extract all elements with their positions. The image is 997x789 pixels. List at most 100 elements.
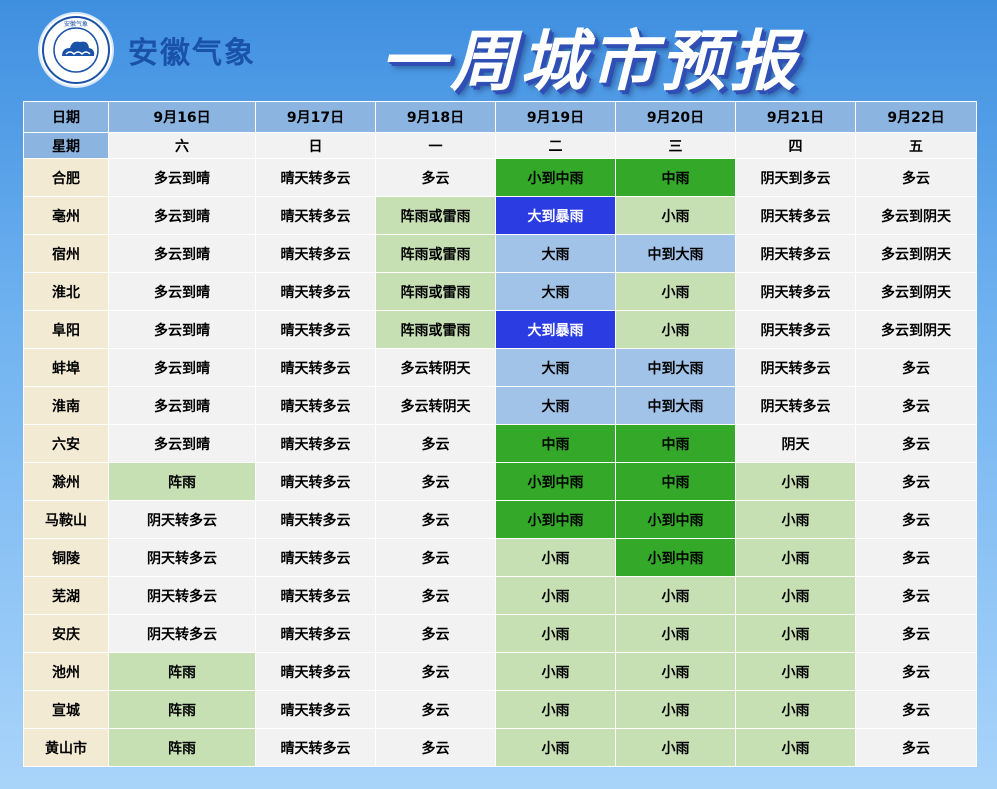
forecast-cell: 多云 bbox=[855, 614, 977, 653]
forecast-cell: 多云 bbox=[375, 158, 496, 197]
table-row: 阜阳 多云到晴 晴天转多云 阵雨或雷雨 大到暴雨 小雨 阴天转多云 多云到阴天 bbox=[23, 310, 977, 349]
forecast-cell: 多云 bbox=[855, 348, 977, 387]
forecast-cell: 小到中雨 bbox=[495, 158, 616, 197]
forecast-cell: 多云到阴天 bbox=[855, 310, 977, 349]
forecast-cell: 多云 bbox=[855, 652, 977, 691]
forecast-cell: 小雨 bbox=[615, 728, 736, 767]
forecast-cell: 小雨 bbox=[615, 196, 736, 235]
table-row: 安庆 阴天转多云 晴天转多云 多云 小雨 小雨 小雨 多云 bbox=[23, 614, 977, 653]
header: 安徽气象 安徽气象 一周城市预报 bbox=[0, 0, 997, 100]
forecast-cell: 阴天转多云 bbox=[735, 310, 856, 349]
forecast-cell: 小雨 bbox=[495, 690, 616, 729]
city-name: 滁州 bbox=[23, 462, 109, 501]
forecast-cell: 小雨 bbox=[735, 538, 856, 577]
table-row: 宣城 阵雨 晴天转多云 多云 小雨 小雨 小雨 多云 bbox=[23, 690, 977, 729]
weekday-cell: 六 bbox=[108, 132, 256, 159]
forecast-cell: 晴天转多云 bbox=[255, 234, 376, 273]
forecast-cell: 小雨 bbox=[615, 576, 736, 615]
forecast-cell: 中雨 bbox=[615, 424, 736, 463]
forecast-cell: 小雨 bbox=[735, 652, 856, 691]
forecast-cell: 多云到晴 bbox=[108, 196, 256, 235]
forecast-cell: 阵雨 bbox=[108, 462, 256, 501]
city-name: 安庆 bbox=[23, 614, 109, 653]
forecast-cell: 阴天到多云 bbox=[735, 158, 856, 197]
forecast-cell: 小雨 bbox=[495, 652, 616, 691]
forecast-cell: 小雨 bbox=[615, 310, 736, 349]
city-name: 宣城 bbox=[23, 690, 109, 729]
table-row: 淮南 多云到晴 晴天转多云 多云转阴天 大雨 中到大雨 阴天转多云 多云 bbox=[23, 386, 977, 425]
forecast-cell: 中雨 bbox=[615, 462, 736, 501]
table-row: 黄山市 阵雨 晴天转多云 多云 小雨 小雨 小雨 多云 bbox=[23, 728, 977, 767]
forecast-cell: 小雨 bbox=[735, 462, 856, 501]
forecast-cell: 晴天转多云 bbox=[255, 728, 376, 767]
forecast-cell: 小雨 bbox=[615, 690, 736, 729]
forecast-cell: 小雨 bbox=[495, 538, 616, 577]
city-name: 宿州 bbox=[23, 234, 109, 273]
city-name: 芜湖 bbox=[23, 576, 109, 615]
forecast-cell: 多云 bbox=[855, 576, 977, 615]
date-cell: 9月20日 bbox=[615, 101, 736, 133]
forecast-cell: 晴天转多云 bbox=[255, 424, 376, 463]
city-name: 黄山市 bbox=[23, 728, 109, 767]
forecast-cell: 阴天转多云 bbox=[735, 272, 856, 311]
city-name: 淮北 bbox=[23, 272, 109, 311]
forecast-cell: 小到中雨 bbox=[615, 538, 736, 577]
city-name: 铜陵 bbox=[23, 538, 109, 577]
forecast-cell: 阴天转多云 bbox=[108, 614, 256, 653]
table-row: 亳州 多云到晴 晴天转多云 阵雨或雷雨 大到暴雨 小雨 阴天转多云 多云到阴天 bbox=[23, 196, 977, 235]
table-row: 池州 阵雨 晴天转多云 多云 小雨 小雨 小雨 多云 bbox=[23, 652, 977, 691]
weekday-cell: 二 bbox=[495, 132, 616, 159]
forecast-cell: 多云到阴天 bbox=[855, 234, 977, 273]
forecast-cell: 多云到晴 bbox=[108, 234, 256, 273]
forecast-cell: 多云到阴天 bbox=[855, 272, 977, 311]
weekday-cell: 一 bbox=[375, 132, 496, 159]
forecast-cell: 晴天转多云 bbox=[255, 538, 376, 577]
date-cell: 9月19日 bbox=[495, 101, 616, 133]
forecast-cell: 阵雨或雷雨 bbox=[375, 196, 496, 235]
forecast-cell: 大雨 bbox=[495, 272, 616, 311]
forecast-cell: 阴天转多云 bbox=[735, 234, 856, 273]
forecast-cell: 小雨 bbox=[735, 614, 856, 653]
forecast-cell: 小雨 bbox=[735, 576, 856, 615]
city-name: 蚌埠 bbox=[23, 348, 109, 387]
forecast-cell: 大雨 bbox=[495, 234, 616, 273]
forecast-cell: 多云 bbox=[375, 576, 496, 615]
forecast-cell: 小雨 bbox=[495, 614, 616, 653]
forecast-cell: 阵雨或雷雨 bbox=[375, 272, 496, 311]
forecast-cell: 晴天转多云 bbox=[255, 462, 376, 501]
forecast-cell: 晴天转多云 bbox=[255, 576, 376, 615]
forecast-cell: 多云转阴天 bbox=[375, 386, 496, 425]
forecast-cell: 多云到阴天 bbox=[855, 196, 977, 235]
forecast-cell: 多云到晴 bbox=[108, 386, 256, 425]
forecast-cell: 中到大雨 bbox=[615, 386, 736, 425]
forecast-cell: 大到暴雨 bbox=[495, 310, 616, 349]
city-name: 合肥 bbox=[23, 158, 109, 197]
weekday-cell: 日 bbox=[255, 132, 376, 159]
forecast-cell: 多云 bbox=[375, 728, 496, 767]
forecast-cell: 晴天转多云 bbox=[255, 272, 376, 311]
forecast-cell: 晴天转多云 bbox=[255, 614, 376, 653]
table-row: 马鞍山 阴天转多云 晴天转多云 多云 小到中雨 小到中雨 小雨 多云 bbox=[23, 500, 977, 539]
forecast-cell: 多云 bbox=[855, 462, 977, 501]
forecast-cell: 阵雨 bbox=[108, 652, 256, 691]
date-cell: 9月21日 bbox=[735, 101, 856, 133]
city-name: 池州 bbox=[23, 652, 109, 691]
forecast-cell: 小雨 bbox=[615, 614, 736, 653]
weekday-header: 星期 bbox=[23, 132, 109, 159]
table-row: 铜陵 阴天转多云 晴天转多云 多云 小雨 小到中雨 小雨 多云 bbox=[23, 538, 977, 577]
table-row: 宿州 多云到晴 晴天转多云 阵雨或雷雨 大雨 中到大雨 阴天转多云 多云到阴天 bbox=[23, 234, 977, 273]
forecast-cell: 阴天 bbox=[735, 424, 856, 463]
date-cell: 9月22日 bbox=[855, 101, 977, 133]
forecast-cell: 小雨 bbox=[735, 500, 856, 539]
org-name: 安徽气象 bbox=[128, 36, 256, 71]
forecast-cell: 小雨 bbox=[495, 576, 616, 615]
forecast-cell: 晴天转多云 bbox=[255, 386, 376, 425]
forecast-cell: 阴天转多云 bbox=[108, 538, 256, 577]
forecast-cell: 小雨 bbox=[615, 652, 736, 691]
city-name: 阜阳 bbox=[23, 310, 109, 349]
forecast-cell: 中雨 bbox=[495, 424, 616, 463]
forecast-cell: 晴天转多云 bbox=[255, 348, 376, 387]
forecast-cell: 中到大雨 bbox=[615, 348, 736, 387]
forecast-cell: 多云 bbox=[375, 690, 496, 729]
forecast-cell: 多云 bbox=[855, 500, 977, 539]
